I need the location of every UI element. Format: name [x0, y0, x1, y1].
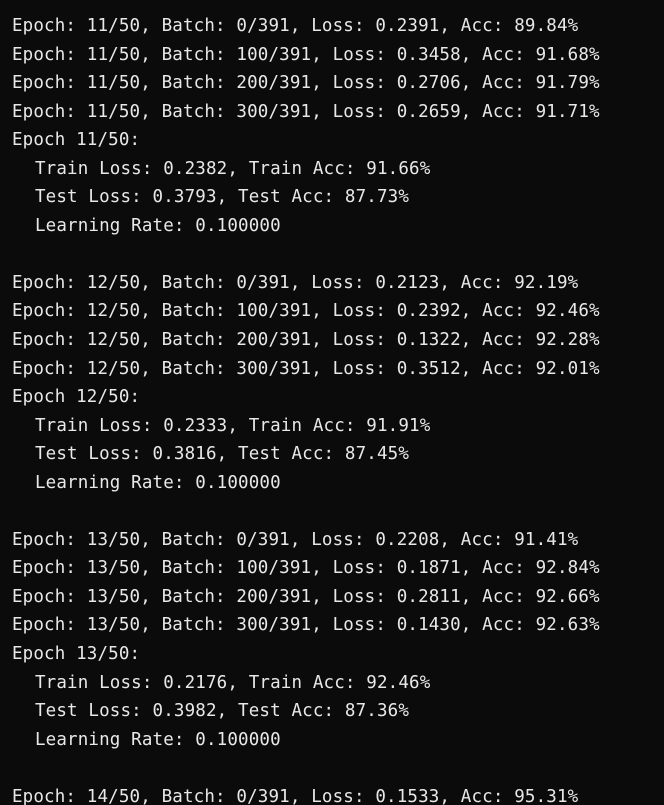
- learning-rate-line: Learning Rate: 0.100000: [35, 729, 281, 750]
- train-metrics-line: Train Loss: 0.2333, Train Acc: 91.91%: [35, 415, 431, 436]
- epoch-block-13: Epoch: 13/50, Batch: 0/391, Loss: 0.2208…: [12, 526, 664, 783]
- learning-rate-line: Learning Rate: 0.100000: [35, 472, 281, 493]
- batch-log-line: Epoch: 12/50, Batch: 100/391, Loss: 0.23…: [12, 301, 600, 322]
- blank-line: [12, 240, 664, 269]
- batch-log-line: Epoch: 11/50, Batch: 200/391, Loss: 0.27…: [12, 73, 600, 94]
- batch-log-line: Epoch: 11/50, Batch: 0/391, Loss: 0.2391…: [12, 16, 579, 36]
- batch-log-line: Epoch: 11/50, Batch: 100/391, Loss: 0.34…: [12, 44, 600, 65]
- batch-log-line: Epoch: 11/50, Batch: 300/391, Loss: 0.26…: [12, 101, 600, 122]
- epoch-summary-header: Epoch 13/50:: [12, 644, 141, 665]
- batch-log-line: Epoch: 13/50, Batch: 200/391, Loss: 0.28…: [12, 586, 600, 607]
- batch-log-line: Epoch: 12/50, Batch: 300/391, Loss: 0.35…: [12, 358, 600, 379]
- batch-log-line: Epoch: 12/50, Batch: 0/391, Loss: 0.2123…: [12, 272, 579, 293]
- train-metrics-line: Train Loss: 0.2176, Train Acc: 92.46%: [35, 672, 431, 693]
- test-metrics-line: Test Loss: 0.3793, Test Acc: 87.73%: [35, 187, 410, 208]
- epoch-summary-header: Epoch 11/50:: [12, 130, 141, 151]
- learning-rate-line: Learning Rate: 0.100000: [35, 215, 281, 236]
- blank-line: [12, 497, 664, 526]
- batch-log-line: Epoch: 13/50, Batch: 300/391, Loss: 0.14…: [12, 615, 600, 636]
- batch-log-line: Epoch: 12/50, Batch: 200/391, Loss: 0.13…: [12, 330, 600, 351]
- train-metrics-line: Train Loss: 0.2382, Train Acc: 91.66%: [35, 158, 431, 179]
- blank-line: [12, 754, 664, 783]
- epoch-summary-header: Epoch 12/50:: [12, 387, 141, 408]
- batch-log-line: Epoch: 14/50, Batch: 0/391, Loss: 0.1533…: [12, 786, 579, 805]
- test-metrics-line: Test Loss: 0.3816, Test Acc: 87.45%: [35, 444, 410, 465]
- epoch-block-12: Epoch: 12/50, Batch: 0/391, Loss: 0.2123…: [12, 269, 664, 526]
- epoch-block-11: Epoch: 11/50, Batch: 0/391, Loss: 0.2391…: [12, 12, 664, 269]
- batch-log-line: Epoch: 13/50, Batch: 100/391, Loss: 0.18…: [12, 558, 600, 579]
- batch-log-line: Epoch: 13/50, Batch: 0/391, Loss: 0.2208…: [12, 529, 579, 550]
- test-metrics-line: Test Loss: 0.3982, Test Acc: 87.36%: [35, 701, 410, 722]
